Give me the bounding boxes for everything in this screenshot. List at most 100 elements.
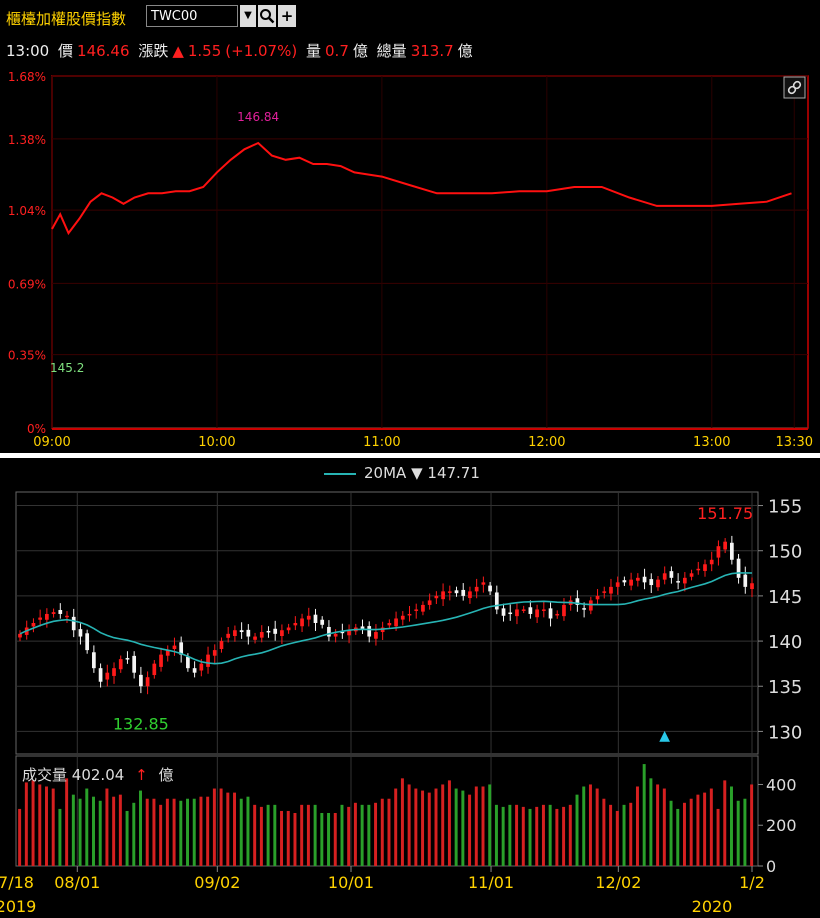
volume-bar xyxy=(300,804,304,866)
candle-body xyxy=(562,604,566,617)
candle-body xyxy=(105,672,110,680)
volume-bar xyxy=(306,804,310,866)
ma-legend-swatch xyxy=(324,472,356,475)
x-tick-label: 10:00 xyxy=(198,435,235,450)
candle-body xyxy=(615,582,620,587)
candle-body xyxy=(51,612,56,614)
volume-bar xyxy=(541,804,545,866)
search-icon[interactable] xyxy=(258,5,276,27)
candle-body xyxy=(18,633,22,638)
volume-bar xyxy=(588,784,592,866)
candle-body xyxy=(682,577,687,584)
volume-bar xyxy=(71,794,75,866)
volume-bar xyxy=(45,786,48,866)
candle-body xyxy=(165,650,170,656)
candle-body xyxy=(333,633,338,637)
volume-bar xyxy=(374,802,378,866)
x-tick-label: 7/18 xyxy=(0,873,34,892)
candle-body xyxy=(689,573,694,577)
volume-bar xyxy=(165,798,169,866)
index-title: 櫃檯加權股價指數 xyxy=(6,10,127,28)
volume-bar xyxy=(239,798,243,866)
volume-bar xyxy=(98,800,102,866)
candle-body xyxy=(468,591,472,599)
candle-body xyxy=(622,580,627,583)
candle-body xyxy=(723,541,727,550)
candle-body xyxy=(340,631,345,634)
candle-body xyxy=(400,615,405,620)
volume-bar xyxy=(535,806,539,866)
volume-bar xyxy=(320,813,324,866)
candle-body xyxy=(38,617,43,620)
volume-bar xyxy=(280,810,284,866)
low-label: 132.85 xyxy=(113,715,169,734)
volume-bar xyxy=(421,790,425,866)
volume-bar xyxy=(662,788,666,866)
candle-body xyxy=(300,618,304,627)
volume-bar xyxy=(78,798,82,866)
x-tick-label: 11/01 xyxy=(468,873,514,892)
ma-legend-name: 20MA xyxy=(364,464,407,482)
volume-bar xyxy=(729,786,733,866)
x-tick-label: 09/02 xyxy=(194,873,240,892)
volume-bar xyxy=(508,804,512,866)
volume-bar xyxy=(327,813,331,866)
y-tick-label: 150 xyxy=(768,542,802,563)
candle-body xyxy=(186,656,190,669)
candle-body xyxy=(152,663,157,676)
volume-unit: 億 xyxy=(352,42,368,60)
candle-body xyxy=(461,589,466,596)
candle-body xyxy=(78,629,83,637)
candle-body xyxy=(92,652,96,669)
total-volume-label: 總量 xyxy=(376,42,407,60)
candle-body xyxy=(669,571,674,578)
candle-body xyxy=(528,607,533,614)
volume-bar xyxy=(273,804,277,866)
year-label: 2020 xyxy=(692,897,733,916)
vol-tick-label: 400 xyxy=(766,775,797,794)
total-volume-unit: 億 xyxy=(457,42,473,60)
volume-bar xyxy=(494,804,498,866)
candle-body xyxy=(98,668,103,682)
add-icon[interactable]: + xyxy=(278,5,296,27)
candle-body xyxy=(273,628,278,634)
candle-body xyxy=(508,612,513,615)
candle-body xyxy=(58,609,63,614)
candle-body xyxy=(219,641,224,650)
symbol-input[interactable]: TWC00 xyxy=(146,5,238,27)
volume-bar xyxy=(266,804,270,866)
y-tick-label: 1.68% xyxy=(8,70,46,84)
candle-body xyxy=(588,600,593,611)
ma-legend-value: 147.71 xyxy=(427,464,480,482)
y-tick-label: 0.35% xyxy=(8,349,46,363)
candle-body xyxy=(125,658,130,660)
volume-bar xyxy=(353,802,357,866)
volume-bar xyxy=(105,788,109,866)
volume-bar xyxy=(186,798,190,866)
intraday-chart[interactable]: 1.68% 1.38% 1.04% 0.69% 0.35% 0%09:00 10:00 11:… xyxy=(0,66,820,452)
candle-body xyxy=(233,630,237,637)
volume-bar xyxy=(716,808,720,866)
candle-body xyxy=(31,623,36,627)
volume-bar xyxy=(293,813,297,866)
volume-bar xyxy=(246,796,250,866)
volume-bar xyxy=(360,804,364,866)
candle-body xyxy=(394,618,398,627)
candle-body xyxy=(139,674,143,687)
volume-bar xyxy=(635,786,639,866)
candle-body xyxy=(266,630,271,633)
candle-body xyxy=(407,613,412,616)
candle-body xyxy=(414,609,419,611)
price-line xyxy=(51,141,792,236)
volume-legend-value: 402.04 xyxy=(71,766,125,784)
volume-bar xyxy=(159,804,163,866)
candle-body xyxy=(313,614,318,623)
volume-bar xyxy=(609,804,613,866)
x-tick-label: 08/01 xyxy=(54,873,100,892)
volume-bar xyxy=(179,800,183,866)
volume-bar xyxy=(642,764,646,866)
volume-bar xyxy=(125,810,129,866)
daily-kline-chart[interactable]: 155 150 145 140 135 130 400 200 0 7/18 08/01 09/02 1… xyxy=(0,458,820,918)
chevron-down-icon[interactable]: ▼ xyxy=(240,5,256,27)
change-percent: (+1.07%) xyxy=(225,42,298,60)
